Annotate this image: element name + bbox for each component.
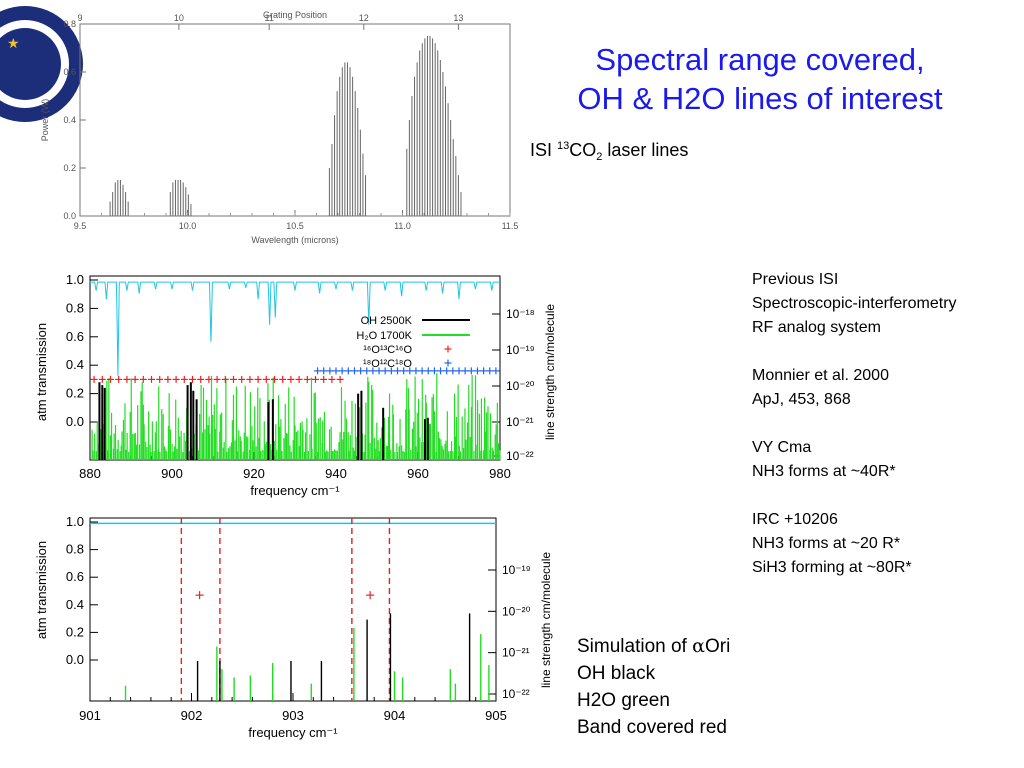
note-line: Monnier et al. 2000 bbox=[752, 367, 889, 384]
x-tick-label: 10.5 bbox=[286, 221, 304, 231]
simulation-notes: Simulation of αOri OH black H2O green Ba… bbox=[577, 633, 730, 741]
y-axis-label: atm transmission bbox=[34, 323, 49, 421]
sim-line-2: OH black bbox=[577, 663, 656, 684]
y-tick-label: 0.2 bbox=[63, 163, 76, 173]
y-tick-label: 0.6 bbox=[63, 67, 76, 77]
laser-suffix: laser lines bbox=[602, 140, 689, 160]
y-right-tick-label: 10⁻¹⁹ bbox=[506, 343, 535, 357]
plot-frame bbox=[89, 517, 497, 702]
x-tick-label: 902 bbox=[181, 708, 203, 723]
title-line-2: OH & H2O lines of interest bbox=[577, 81, 943, 116]
note-line: NH3 forms at ~20 R* bbox=[752, 535, 901, 552]
x-axis-label: frequency cm⁻¹ bbox=[248, 725, 338, 740]
legend-label: OH 2500K bbox=[361, 315, 413, 327]
note-block-reference: Monnier et al. 2000 ApJ, 453, 868 bbox=[752, 364, 1020, 412]
y-right-tick-label: 10⁻²¹ bbox=[506, 415, 534, 429]
x-tick-label: 940 bbox=[325, 466, 347, 481]
y-right-tick-label: 10⁻²² bbox=[502, 687, 530, 701]
slide-title: Spectral range covered, OH & H2O lines o… bbox=[530, 40, 990, 118]
x-axis-label: Wavelength (microns) bbox=[251, 235, 338, 245]
y-tick-label: 0.8 bbox=[66, 542, 84, 557]
x-tick-label: 10.0 bbox=[179, 221, 197, 231]
x-tick-label: 880 bbox=[79, 466, 101, 481]
x-tick-label: 900 bbox=[161, 466, 183, 481]
star-icon: ★ bbox=[7, 35, 20, 51]
transmission-curve bbox=[89, 281, 500, 376]
y-right-tick-label: 10⁻¹⁸ bbox=[506, 307, 535, 321]
note-line: ApJ, 453, 868 bbox=[752, 391, 851, 408]
y-right-axis-label: line strength cm/molecule bbox=[539, 552, 553, 688]
note-line: IRC +10206 bbox=[752, 511, 838, 528]
legend-label: ¹⁸O¹²C¹⁸O bbox=[363, 358, 412, 370]
note-line: RF analog system bbox=[752, 319, 881, 336]
y-tick-label: 0.6 bbox=[66, 329, 84, 344]
top-tick-label: 9 bbox=[77, 13, 82, 23]
laser-sub: 2 bbox=[596, 151, 603, 163]
title-line-1: Spectral range covered, bbox=[595, 42, 925, 77]
transmission-chart-zoom: 901 902 903 904 905 frequency cm⁻¹ 1.0 0.8 0.6 0.… bbox=[34, 514, 553, 740]
sim-suffix: Ori bbox=[704, 636, 731, 657]
chart-title: Grating Position bbox=[263, 10, 327, 20]
x-tick-label: 11.5 bbox=[502, 221, 519, 231]
x-tick-label: 11.0 bbox=[394, 221, 411, 231]
y-tick-label: 0.2 bbox=[66, 624, 84, 639]
note-line: Previous ISI bbox=[752, 271, 839, 288]
y-tick-label: 0.4 bbox=[66, 597, 84, 612]
note-block-isi: Previous ISI Spectroscopic-interferometr… bbox=[752, 268, 1020, 340]
y-right-tick-label: 10⁻²⁰ bbox=[506, 379, 535, 393]
y-tick-label: 0.4 bbox=[66, 357, 84, 372]
y-right-axis-label: line strength cm/molecule bbox=[543, 304, 557, 440]
laser-lines-label: ISI 13CO2 laser lines bbox=[530, 140, 688, 163]
y-tick-label: 0.0 bbox=[63, 211, 76, 221]
grating-power-chart: 9.5 10.0 10.5 11.0 11.5 0.0 0.2 0.4 0.6 0.89 10 11 1… bbox=[40, 10, 519, 245]
laser-sup: 13 bbox=[557, 140, 570, 152]
x-tick-label: 904 bbox=[384, 708, 406, 723]
x-tick-label: 903 bbox=[282, 708, 304, 723]
legend-label: H₂O 1700K bbox=[356, 330, 412, 342]
y-right-tick-label: 10⁻²⁰ bbox=[502, 604, 531, 618]
laser-prefix: ISI bbox=[530, 140, 558, 160]
alpha-symbol: α bbox=[692, 635, 705, 657]
y-tick-label: 1.0 bbox=[66, 514, 84, 529]
y-tick-label: 0.0 bbox=[66, 414, 84, 429]
top-tick-label: 12 bbox=[359, 13, 369, 23]
x-axis-label: frequency cm⁻¹ bbox=[250, 483, 340, 498]
y-right-tick-label: 10⁻²¹ bbox=[502, 646, 530, 660]
y-tick-label: 1.0 bbox=[66, 272, 84, 287]
y-right-tick-label: 10⁻¹⁹ bbox=[502, 563, 531, 577]
x-tick-label: 960 bbox=[407, 466, 429, 481]
y-tick-label: 0.2 bbox=[66, 386, 84, 401]
note-line: SiH3 forming at ~80R* bbox=[752, 559, 912, 576]
note-line: NH3 forms at ~40R* bbox=[752, 463, 896, 480]
sim-line-1: Simulation of αOri bbox=[577, 633, 730, 660]
legend-label: ¹⁶O¹³C¹⁶O bbox=[363, 344, 412, 356]
sim-prefix: Simulation of bbox=[577, 636, 693, 657]
y-tick-label: 0.8 bbox=[63, 19, 76, 29]
y-axis-label: atm transmission bbox=[34, 541, 49, 639]
y-right-tick-label: 10⁻²² bbox=[506, 449, 534, 463]
y-axis-label: Power (W) bbox=[40, 99, 50, 142]
top-tick-label: 10 bbox=[174, 13, 184, 23]
y-tick-label: 0.0 bbox=[66, 652, 84, 667]
notes-panel: Previous ISI Spectroscopic-interferometr… bbox=[752, 268, 1020, 604]
university-logo: ★ bbox=[0, 6, 83, 122]
note-line: Spectroscopic-interferometry bbox=[752, 295, 957, 312]
y-tick-label: 0.6 bbox=[66, 569, 84, 584]
y-tick-label: 0.8 bbox=[66, 300, 84, 315]
note-line: VY Cma bbox=[752, 439, 812, 456]
x-tick-label: 905 bbox=[485, 708, 507, 723]
sim-line-4: Band covered red bbox=[577, 717, 727, 738]
top-tick-label: 11 bbox=[265, 13, 274, 23]
x-tick-label: 980 bbox=[489, 466, 511, 481]
transmission-chart-wide: 880 900 920 940 960 980 frequency cm⁻¹ 1.0 0.8 0.… bbox=[34, 272, 557, 498]
y-tick-label: 0.4 bbox=[63, 115, 76, 125]
laser-mid: CO bbox=[569, 140, 597, 160]
top-tick-label: 13 bbox=[453, 13, 463, 23]
x-tick-label: 9.5 bbox=[74, 221, 87, 231]
note-block-vycma: VY Cma NH3 forms at ~40R* bbox=[752, 436, 1020, 484]
note-block-irc: IRC +10206 NH3 forms at ~20 R* SiH3 form… bbox=[752, 508, 1020, 580]
x-tick-label: 901 bbox=[79, 708, 101, 723]
x-tick-label: 920 bbox=[243, 466, 265, 481]
sim-line-3: H2O green bbox=[577, 690, 670, 711]
